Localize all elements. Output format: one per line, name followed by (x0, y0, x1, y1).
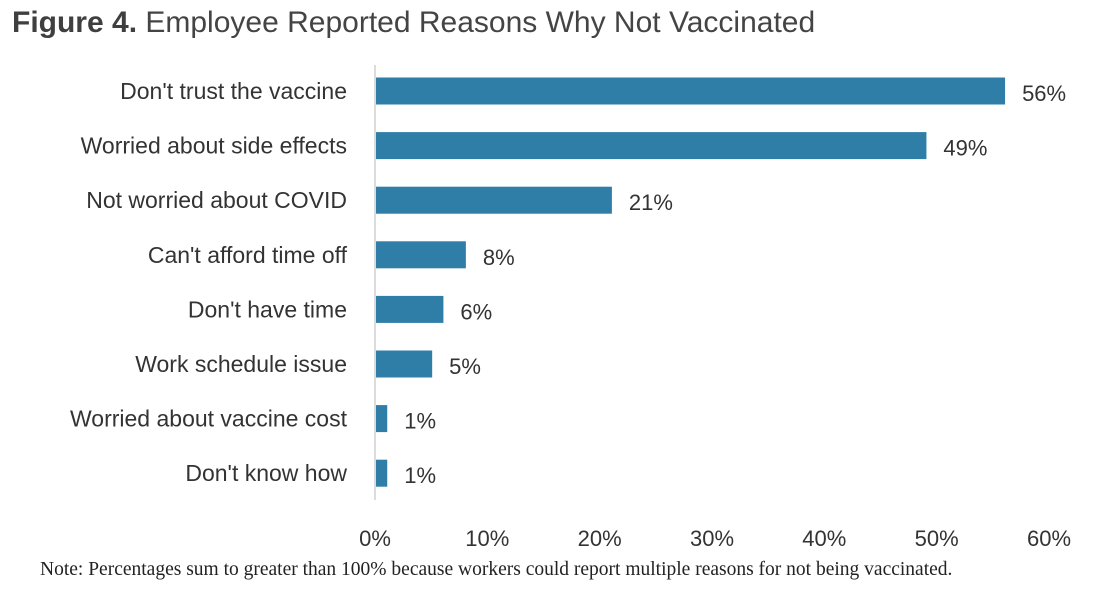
category-label: Worried about vaccine cost (70, 406, 348, 432)
bar (376, 186, 612, 214)
category-label: Not worried about COVID (86, 187, 347, 213)
bar (376, 77, 1006, 105)
bar (376, 459, 388, 487)
bar (376, 241, 466, 269)
data-label: 5% (449, 354, 481, 379)
category-label: Don't trust the vaccine (120, 78, 347, 104)
data-label: 21% (629, 190, 673, 215)
x-tick-label: 0% (359, 526, 391, 551)
figure-title: Figure 4. Employee Reported Reasons Why … (12, 6, 815, 40)
figure-label: Figure 4. (12, 6, 138, 39)
x-tick-label: 10% (465, 526, 509, 551)
bar (376, 295, 444, 323)
chart-note: Note: Percentages sum to greater than 10… (40, 559, 953, 580)
x-tick-label: 30% (690, 526, 734, 551)
category-label: Don't know how (185, 460, 347, 486)
category-label: Don't have time (188, 296, 347, 322)
category-label: Work schedule issue (135, 351, 347, 377)
bar (376, 405, 388, 433)
data-label: 56% (1022, 81, 1066, 106)
data-label: 49% (943, 136, 987, 161)
bar (376, 350, 433, 378)
x-tick-label: 60% (1027, 526, 1071, 551)
category-label: Worried about side effects (81, 133, 347, 159)
data-label: 6% (460, 299, 492, 324)
data-label: 8% (483, 245, 515, 270)
category-label: Can't afford time off (148, 242, 348, 268)
bar (376, 132, 927, 160)
x-tick-label: 40% (802, 526, 846, 551)
x-tick-label: 20% (578, 526, 622, 551)
bar-chart: Don't trust the vaccine 56% Worried about … (70, 65, 1071, 551)
x-tick-label: 50% (915, 526, 959, 551)
data-label: 1% (404, 463, 436, 488)
figure-title-text: Employee Reported Reasons Why Not Vaccin… (145, 6, 816, 39)
data-label: 1% (404, 409, 436, 434)
